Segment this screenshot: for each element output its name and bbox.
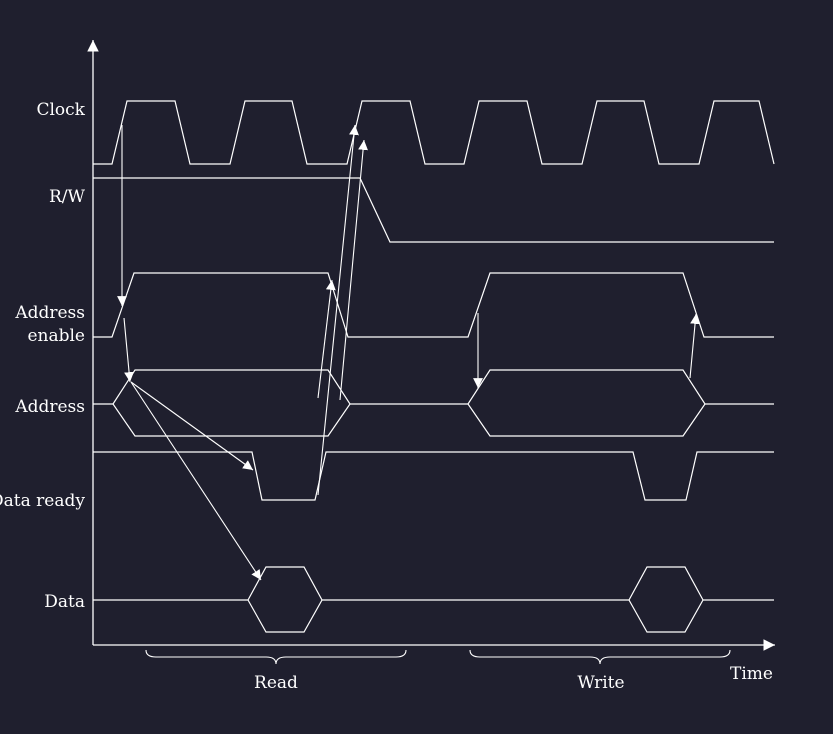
arrow-data-ready-to-clock-1 <box>317 124 359 496</box>
causality-arrows <box>117 124 701 581</box>
axes <box>87 40 775 651</box>
arrow-data-ready-to-clock-2 <box>339 139 369 401</box>
arrow-address-to-address-enable <box>317 279 336 399</box>
label-data-ready: Data ready <box>0 491 85 511</box>
address-valid-write <box>467 369 706 437</box>
data-waveform <box>93 566 774 633</box>
address-enable-waveform <box>93 272 774 338</box>
label-data: Data <box>44 592 85 612</box>
arrow-address-to-data-ready <box>130 381 254 471</box>
label-rw: R/W <box>49 187 86 207</box>
arrow-address-to-data <box>130 381 262 581</box>
data-valid-write <box>628 566 704 633</box>
read-label: Read <box>254 673 298 693</box>
time-axis-label: Time <box>730 664 773 684</box>
label-address: Address <box>14 397 85 417</box>
arrow-write-address-to-address-enable <box>689 313 701 379</box>
clock-waveform <box>93 100 775 165</box>
address-waveform <box>93 369 774 437</box>
address-valid-read <box>112 369 351 437</box>
read-brace <box>145 649 407 665</box>
write-brace <box>469 649 731 665</box>
label-clock: Clock <box>36 100 85 120</box>
signal-labels: Clock R/W Address enable Address Data re… <box>0 100 86 612</box>
phase-braces <box>145 649 731 665</box>
data-ready-waveform <box>93 451 774 501</box>
label-address-enable-line1: Address <box>14 303 85 323</box>
label-address-enable-line2: enable <box>27 326 85 346</box>
write-label: Write <box>577 673 624 693</box>
arrow-address-enable-to-address <box>123 317 135 383</box>
rw-waveform <box>93 177 774 243</box>
